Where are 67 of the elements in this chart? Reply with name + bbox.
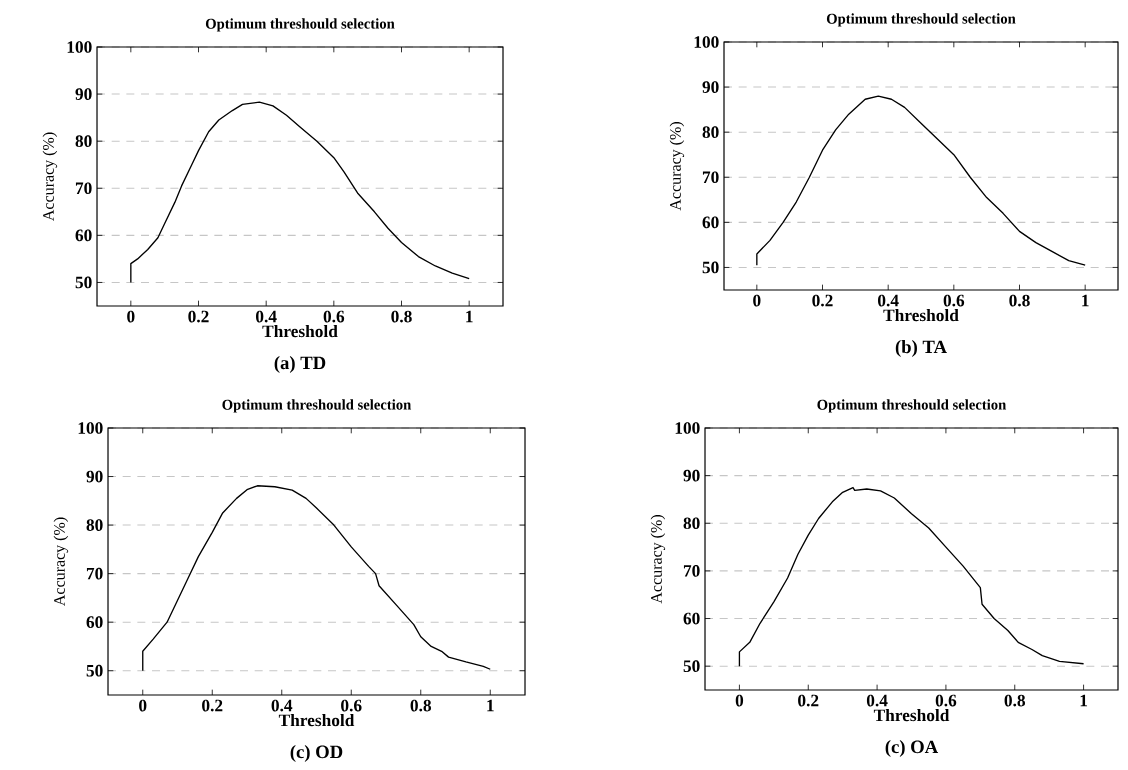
y-tick-label: 70 (75, 182, 92, 195)
y-tick-label: 100 (694, 36, 719, 48)
x-tick-label: 0.8 (391, 310, 412, 323)
x-tick-label: 0 (127, 310, 135, 323)
y-axis-title: Accuracy (%) (650, 515, 666, 604)
x-tick-label: 0.2 (188, 310, 209, 323)
x-tick-label: 0.6 (323, 310, 345, 323)
y-tick-label: 50 (683, 660, 700, 673)
x-axis-title: Threshold (278, 713, 355, 727)
y-tick-label: 100 (675, 422, 700, 434)
y-tick-label: 80 (75, 135, 92, 148)
y-axis-title: Accuracy (%) (42, 132, 58, 221)
chart-title: Optimum threshould selection (817, 399, 1007, 413)
x-tick-label: 0.4 (256, 310, 277, 323)
x-tick-label: 1 (466, 310, 473, 323)
y-tick-label: 80 (702, 126, 719, 139)
x-axis-title: Threshold (883, 308, 959, 322)
y-tick-label: 70 (702, 171, 719, 184)
y-tick-label: 70 (86, 567, 103, 580)
line-series (738, 486, 1085, 667)
y-tick-label: 100 (67, 41, 92, 53)
x-tick-label: 0.2 (202, 699, 223, 712)
x-tick-label: 0 (753, 294, 761, 307)
x-tick-label: 0.2 (812, 294, 833, 307)
y-tick-label: 80 (86, 519, 103, 531)
y-tick-label: 50 (702, 261, 719, 274)
x-tick-label: 0 (735, 694, 744, 707)
text: (a) TD (274, 356, 326, 373)
y-tick-label: 70 (683, 565, 700, 577)
text: (c) OD (290, 745, 343, 762)
x-tick-label: 1 (487, 699, 494, 712)
text: (b) TA (895, 340, 947, 357)
y-tick-label: 90 (75, 88, 92, 100)
x-axis-title: Threshold (262, 324, 338, 338)
line-series (756, 95, 1086, 266)
x-tick-label: 0.4 (866, 694, 888, 707)
line-series (130, 101, 470, 284)
x-tick-label: 0.4 (878, 294, 899, 307)
y-tick-label: 60 (702, 216, 719, 229)
x-tick-label: 0.4 (271, 699, 293, 712)
y-tick-label: 50 (75, 276, 92, 289)
y-tick-label: 60 (86, 616, 103, 629)
x-tick-label: 1 (1080, 694, 1088, 707)
x-tick-label: 1 (1082, 294, 1089, 307)
y-tick-label: 60 (75, 229, 92, 242)
x-tick-label: 0 (139, 699, 147, 712)
x-tick-label: 0.6 (943, 294, 965, 307)
x-tick-label: 0.8 (1004, 694, 1026, 707)
chart-title: Optimum threshould selection (222, 399, 412, 413)
y-axis-title: Accuracy (%) (53, 517, 69, 606)
y-tick-label: 60 (683, 612, 700, 625)
y-tick-label: 100 (78, 422, 103, 434)
y-tick-label: 90 (683, 469, 700, 482)
x-axis-title: Threshold (873, 708, 950, 722)
y-tick-label: 80 (683, 517, 700, 530)
x-tick-label: 0.6 (935, 694, 957, 707)
x-tick-label: 0.2 (798, 694, 819, 707)
chart-title: Optimum threshould selection (205, 18, 395, 32)
chart-title: Optimum threshould selection (826, 13, 1016, 27)
y-tick-label: 50 (86, 664, 103, 677)
y-tick-label: 90 (702, 81, 719, 93)
y-axis-title: Accuracy (%) (669, 122, 685, 211)
text: (c) OA (885, 740, 939, 757)
x-tick-label: 0.6 (341, 699, 362, 712)
x-tick-label: 0.8 (1009, 294, 1030, 307)
x-tick-label: 0.8 (410, 699, 432, 712)
y-tick-label: 90 (86, 470, 103, 483)
